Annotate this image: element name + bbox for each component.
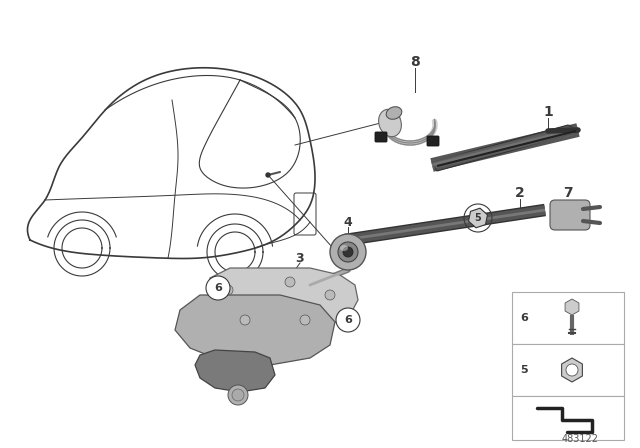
Circle shape (300, 315, 310, 325)
Circle shape (223, 285, 233, 295)
Text: 5: 5 (475, 213, 481, 223)
Text: 6: 6 (344, 315, 352, 325)
FancyBboxPatch shape (512, 344, 624, 396)
Circle shape (266, 173, 270, 177)
FancyBboxPatch shape (512, 396, 624, 440)
Circle shape (330, 234, 366, 270)
Text: 7: 7 (563, 186, 573, 200)
Circle shape (240, 315, 250, 325)
FancyBboxPatch shape (512, 292, 624, 344)
Text: 2: 2 (515, 186, 525, 200)
Text: 1: 1 (543, 105, 553, 119)
Text: 3: 3 (296, 251, 304, 264)
Circle shape (566, 364, 578, 376)
Ellipse shape (379, 109, 401, 137)
FancyBboxPatch shape (375, 132, 387, 142)
Circle shape (228, 385, 248, 405)
Circle shape (206, 276, 230, 300)
Text: 6: 6 (520, 313, 528, 323)
Circle shape (325, 290, 335, 300)
Text: 6: 6 (214, 283, 222, 293)
FancyBboxPatch shape (550, 200, 590, 230)
Text: 4: 4 (344, 215, 353, 228)
Circle shape (338, 242, 358, 262)
Ellipse shape (340, 245, 348, 251)
Polygon shape (195, 350, 275, 392)
Circle shape (336, 308, 360, 332)
Polygon shape (432, 125, 578, 171)
Circle shape (343, 247, 353, 257)
Polygon shape (175, 295, 335, 365)
Text: 483122: 483122 (561, 434, 598, 444)
FancyBboxPatch shape (427, 136, 439, 146)
Text: 8: 8 (410, 55, 420, 69)
Ellipse shape (386, 107, 402, 119)
Circle shape (232, 389, 244, 401)
Polygon shape (210, 268, 358, 328)
Text: 5: 5 (520, 365, 527, 375)
Circle shape (285, 277, 295, 287)
